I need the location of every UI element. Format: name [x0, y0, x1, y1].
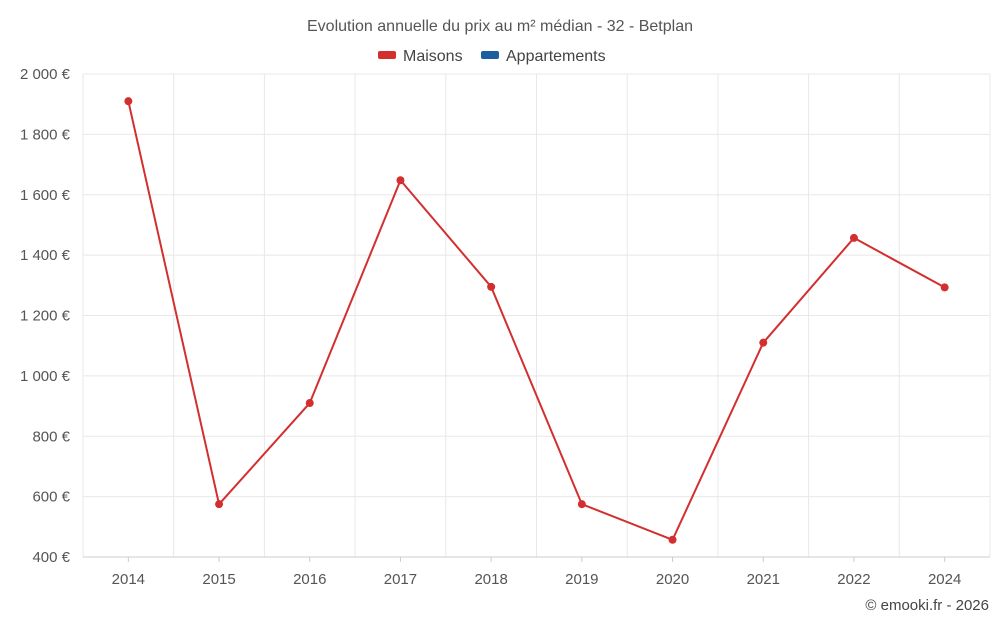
x-tick-label: 2016	[293, 571, 326, 588]
x-tick-label: 2020	[656, 571, 689, 588]
y-tick-label: 800 €	[32, 428, 70, 445]
y-tick-label: 600 €	[32, 489, 70, 506]
x-tick-label: 2014	[112, 571, 145, 588]
data-point[interactable]	[305, 399, 314, 408]
x-tick-label: 2022	[837, 571, 870, 588]
legend-item-appartements[interactable]: Appartements	[481, 48, 606, 65]
legend-swatch-appartements	[481, 51, 499, 59]
data-point[interactable]	[124, 97, 133, 106]
series-layer	[124, 97, 949, 544]
legend-swatch-maisons	[378, 51, 396, 59]
legend: Maisons Appartements	[378, 48, 606, 65]
x-tick-label: 2024	[928, 571, 961, 588]
y-tick-label: 1 400 €	[20, 247, 71, 264]
data-point[interactable]	[577, 500, 586, 509]
data-point[interactable]	[668, 535, 677, 544]
chart-title: Evolution annuelle du prix au m² médian …	[307, 18, 693, 35]
x-tick-label: 2021	[747, 571, 780, 588]
legend-label-appartements: Appartements	[506, 48, 606, 65]
data-point[interactable]	[940, 283, 949, 292]
x-tick-label: 2019	[565, 571, 598, 588]
series-line-maisons	[127, 100, 946, 541]
axes: 400 € 600 € 800 € 1 000 € 1 200 € 1 400 € 1 60…	[20, 66, 990, 588]
data-point[interactable]	[396, 176, 405, 185]
y-tick-label: 1 200 €	[20, 308, 71, 325]
data-point[interactable]	[215, 500, 224, 509]
legend-label-maisons: Maisons	[403, 48, 463, 65]
credit-text: © emooki.fr - 2026	[865, 597, 989, 614]
y-tick-label: 1 800 €	[20, 126, 71, 143]
x-tick-label: 2017	[384, 571, 417, 588]
x-tick-label: 2018	[474, 571, 507, 588]
data-point[interactable]	[759, 338, 768, 347]
y-tick-label: 1 000 €	[20, 368, 71, 385]
x-tick-label: 2015	[202, 571, 235, 588]
legend-item-maisons[interactable]: Maisons	[378, 48, 463, 65]
grid	[82, 73, 991, 557]
y-tick-label: 1 600 €	[20, 187, 71, 204]
data-point[interactable]	[487, 282, 496, 291]
y-tick-label: 400 €	[32, 549, 70, 566]
data-point[interactable]	[849, 233, 858, 242]
y-tick-label: 2 000 €	[20, 66, 71, 83]
